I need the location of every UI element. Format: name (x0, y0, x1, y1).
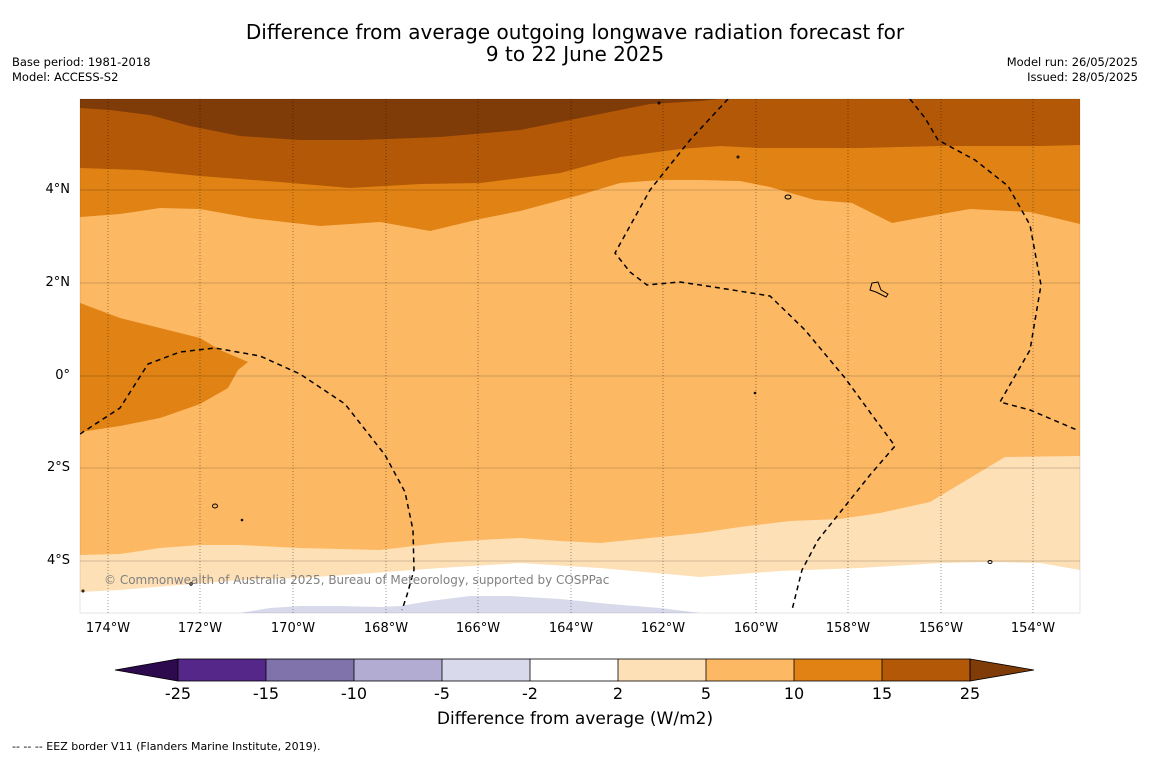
latitude-gridlines (80, 189, 1080, 562)
islands (81, 101, 993, 593)
base-period: Base period: 1981-2018 (12, 55, 151, 69)
colorbar-tick: -2 (522, 684, 538, 703)
map-frame (79, 98, 1081, 614)
colorbar-low-extension (114, 658, 179, 682)
colorbar-title: Difference from average (W/m2) (436, 709, 714, 729)
lat-label: 4°S (46, 553, 70, 568)
colorbar-tick: 5 (700, 684, 712, 703)
lat-label: 2°N (45, 275, 71, 290)
colorbar-segment (178, 659, 266, 681)
colorbar-segment (266, 659, 354, 681)
map-title-line1: Difference from average outgoing longwav… (245, 20, 905, 44)
colorbar-segment (706, 659, 794, 681)
colorbar-tick: 10 (783, 684, 805, 703)
colorbar-tick: -5 (434, 684, 450, 703)
copyright-notice: © Commonwealth of Australia 2025, Bureau… (104, 573, 610, 587)
lon-label: 164°W (548, 621, 594, 636)
lon-label: 174°W (85, 621, 131, 636)
lon-label: 154°W (1010, 621, 1056, 636)
map-title-line2: 9 to 22 June 2025 (485, 42, 665, 66)
lon-label: 160°W (733, 621, 779, 636)
colorbar-tick: -25 (164, 684, 192, 703)
lon-label: 166°W (455, 621, 501, 636)
model-run: Model run: 26/05/2025 (1006, 55, 1138, 69)
colorbar-tick: 2 (612, 684, 624, 703)
band-over-25 (80, 99, 720, 140)
colorbar-segment (530, 659, 618, 681)
colorbar-tick: 25 (959, 684, 981, 703)
lon-label: 172°W (177, 621, 223, 636)
lat-label: 2°S (46, 460, 70, 475)
lon-label: 162°W (640, 621, 686, 636)
colorbar (114, 658, 1035, 682)
colorbar-segment (442, 659, 530, 681)
colorbar-segment (354, 659, 442, 681)
colorbar-tick: 15 (871, 684, 893, 703)
colorbar-segment (882, 659, 970, 681)
band-minus2-minus5 (240, 596, 700, 613)
lon-label: 168°W (363, 621, 409, 636)
eez-legend: -- -- -- EEZ border V11 (Flanders Marine… (12, 740, 321, 753)
lon-label: 156°W (918, 621, 964, 636)
colorbar-high-extension (969, 658, 1035, 682)
lat-label: 4°N (45, 182, 71, 197)
lat-label: 0° (55, 368, 70, 383)
colorbar-tick: -15 (252, 684, 280, 703)
colorbar-segment (618, 659, 706, 681)
model-name: Model: ACCESS-S2 (12, 70, 119, 84)
issued-date: Issued: 28/05/2025 (1027, 70, 1138, 84)
colorbar-segment (794, 659, 882, 681)
band-10-15-west (80, 303, 248, 432)
lon-label: 170°W (270, 621, 316, 636)
colorbar-tick: -10 (340, 684, 368, 703)
lon-label: 158°W (825, 621, 871, 636)
